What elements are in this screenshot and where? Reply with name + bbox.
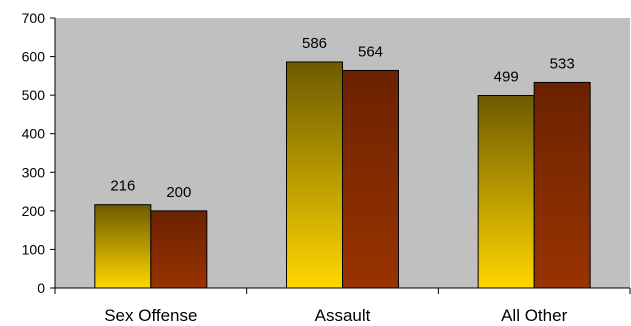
y-tick-label: 400: [22, 126, 46, 142]
bar: [286, 61, 343, 289]
bar: [150, 210, 208, 289]
data-label: 216: [110, 178, 135, 195]
x-category-label: Sex Offense: [104, 306, 197, 325]
y-tick-label: 500: [22, 87, 46, 103]
bar: [533, 81, 591, 289]
x-axis: Sex Offense Assault All Other: [54, 287, 631, 325]
y-tick-label: 300: [22, 164, 46, 180]
y-tick-label: 700: [22, 10, 46, 26]
y-axis: 0 100 200 300 400 500 600 700: [22, 10, 56, 296]
data-label: 564: [358, 43, 383, 60]
data-label: 533: [550, 55, 575, 72]
data-label: 499: [494, 69, 519, 86]
bars: [94, 61, 591, 289]
y-tick-label: 200: [22, 203, 46, 219]
bar: [94, 204, 152, 289]
x-category-label: All Other: [501, 306, 567, 325]
data-labels: 216 200 586 564 499 533: [110, 35, 574, 201]
y-tick-label: 100: [22, 241, 46, 257]
x-category-label: Assault: [315, 306, 371, 325]
bar: [342, 69, 399, 289]
data-label: 200: [166, 184, 191, 201]
y-tick-label: 0: [37, 280, 45, 296]
data-label: 586: [302, 35, 327, 52]
bar: [477, 95, 535, 289]
y-tick-label: 600: [22, 49, 46, 65]
